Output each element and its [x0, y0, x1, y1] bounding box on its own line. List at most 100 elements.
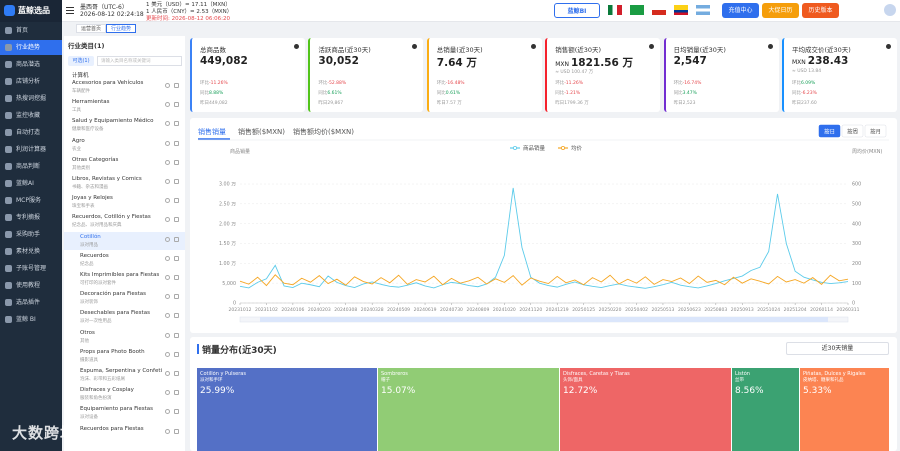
top-button[interactable]: 充值中心 — [722, 3, 759, 18]
treemap-cell[interactable]: Sombreros 帽子 15.07% — [378, 368, 559, 451]
star-icon[interactable] — [174, 83, 179, 88]
top-button[interactable]: 大促日历 — [762, 3, 799, 18]
star-icon[interactable] — [174, 371, 179, 376]
menu-item[interactable]: 素材兑换 — [0, 244, 62, 259]
copy-icon[interactable] — [165, 409, 170, 415]
star-icon[interactable] — [174, 198, 179, 204]
star-icon[interactable] — [174, 409, 179, 415]
period-label[interactable]: 按周 — [847, 128, 858, 136]
copy-icon[interactable] — [165, 255, 170, 261]
star-icon[interactable] — [174, 255, 179, 261]
menu-item[interactable]: 首页 — [0, 23, 62, 38]
copy-icon[interactable] — [165, 217, 170, 223]
category-item[interactable]: Equipamiento para Fiestas 派对设备 — [64, 404, 185, 422]
menu-item[interactable]: 自动打造 — [0, 125, 62, 140]
copy-icon[interactable] — [165, 351, 170, 357]
menu-item[interactable]: 专利摘报 — [0, 210, 62, 225]
region[interactable]: 墨西哥（UTC-6） — [80, 4, 128, 11]
info-icon[interactable] — [294, 44, 299, 49]
treemap-cell[interactable]: Piñatas, Dulces y Rigales 皮纳塔、糖果和礼品 5.33% — [800, 368, 889, 451]
period-label[interactable]: 按月 — [870, 128, 881, 136]
legend-label[interactable]: 商品销量 — [523, 144, 546, 152]
page-tab[interactable]: 行业趋势 — [106, 24, 137, 33]
star-icon[interactable] — [174, 428, 179, 434]
flag-ar[interactable] — [696, 5, 710, 15]
star-icon[interactable] — [174, 102, 179, 108]
category-item[interactable]: Kits Imprimibles para Fiestas 可打印的派对套件 — [64, 270, 185, 288]
copy-icon[interactable] — [165, 179, 170, 184]
category-item[interactable]: Decoración para Fiestas 派对装饰 — [64, 289, 185, 307]
category-tag[interactable]: 可选(1) — [68, 56, 94, 66]
category-item[interactable]: Recuerdos 纪念品 — [64, 251, 185, 269]
star-icon[interactable] — [174, 236, 179, 242]
period-button[interactable] — [864, 124, 887, 138]
menu-item[interactable]: 采购助手 — [0, 227, 62, 242]
category-item[interactable]: Desechables para Fiestas 派对一次性用品 — [64, 308, 185, 326]
category-item[interactable]: Otros 其他 — [64, 328, 185, 346]
star-icon[interactable] — [174, 121, 179, 127]
category-item[interactable]: Accesorios para Vehículos 车辆配件 — [64, 78, 185, 96]
info-icon[interactable] — [649, 44, 655, 49]
menu-item[interactable]: 商品判断 — [0, 159, 62, 174]
menu-item[interactable]: 使用教程 — [0, 278, 62, 293]
info-icon[interactable] — [412, 44, 418, 49]
copy-icon[interactable] — [165, 294, 170, 300]
category-item[interactable]: Disfraces y Cosplay 服装和角色扮演 — [64, 385, 185, 403]
treemap-cell[interactable]: Cotillón y Pulseras 派对和手环 25.99% — [197, 368, 377, 451]
flag-cl[interactable] — [652, 5, 666, 15]
chart-tab[interactable]: 销售额均价($MXN) — [293, 127, 354, 136]
category-item[interactable]: Joyas y Relojes 珠宝和手表 — [64, 193, 185, 211]
category-item[interactable]: Recuerdos para Fiestas — [64, 424, 185, 442]
star-icon[interactable] — [174, 217, 179, 223]
menu-item[interactable]: MCP服务 — [0, 193, 62, 208]
bi-button[interactable]: 蓝鲸BI — [554, 3, 600, 18]
period-button[interactable] — [818, 124, 841, 138]
copy-icon[interactable] — [165, 102, 170, 108]
category-item[interactable]: Herramientas 工具 — [64, 97, 185, 115]
category-item[interactable]: Agro 农业 — [64, 136, 185, 154]
menu-item[interactable]: 子账号管理 — [0, 261, 62, 276]
category-item[interactable]: Cotillón 派对用品 — [64, 231, 185, 250]
star-icon[interactable] — [174, 140, 179, 146]
category-item[interactable]: Recuerdos, Cotillón y Fiestas 纪念品、派对用品和庆典 — [64, 212, 185, 230]
menu-item[interactable]: 店铺分析 — [0, 74, 62, 89]
period-button[interactable] — [841, 124, 864, 138]
star-icon[interactable] — [174, 275, 179, 280]
flag-co[interactable] — [674, 5, 688, 15]
star-icon[interactable] — [174, 179, 179, 184]
star-icon[interactable] — [174, 159, 179, 165]
menu-item[interactable]: 蓝鲸AI — [0, 176, 62, 191]
chart-tab[interactable]: 销售额($MXN) — [238, 127, 285, 136]
avatar[interactable] — [884, 4, 896, 16]
copy-icon[interactable] — [165, 332, 170, 338]
menu-item[interactable]: 商品潜选 — [0, 57, 62, 72]
copy-icon[interactable] — [165, 140, 170, 146]
flag-br[interactable] — [630, 5, 644, 15]
copy-icon[interactable] — [165, 159, 170, 165]
copy-icon[interactable] — [165, 198, 170, 204]
star-icon[interactable] — [174, 332, 179, 338]
info-icon[interactable] — [767, 44, 773, 49]
copy-icon[interactable] — [165, 313, 170, 319]
legend-label[interactable]: 均价 — [571, 144, 583, 152]
treemap-cell[interactable]: Disfraces, Caretas y Tiaras 头饰/面具 12.72% — [560, 368, 731, 451]
page-tab[interactable]: 运营首页 — [76, 24, 107, 33]
star-icon[interactable] — [174, 351, 179, 357]
category-item[interactable]: Otras Categorías 其他类别 — [64, 155, 185, 173]
menu-item[interactable]: 选品插件 — [0, 295, 62, 310]
treemap-cell[interactable]: Listón 丝带 8.56% — [732, 368, 799, 451]
star-icon[interactable] — [174, 313, 179, 319]
menu-item[interactable]: 热搜词挖掘 — [0, 91, 62, 106]
chart-tab[interactable]: 销售销量 — [198, 127, 226, 136]
category-item[interactable]: Espuma, Serpentina y Confeti 泡沫、彩带和五彩纸屑 — [64, 366, 185, 384]
category-item[interactable]: Salud y Equipamiento Médico 健康和医疗设备 — [64, 116, 185, 134]
menu-item[interactable]: 监控收藏 — [0, 108, 62, 123]
category-item[interactable]: Libros, Revistas y Comics 书籍、杂志和漫画 — [64, 174, 185, 192]
copy-icon[interactable] — [165, 83, 170, 88]
star-icon[interactable] — [174, 294, 179, 300]
copy-icon[interactable] — [165, 428, 170, 434]
menu-item[interactable]: 蓝鲸 BI — [0, 312, 62, 327]
category-search[interactable]: 请输入类目名称或关键词 — [97, 56, 182, 66]
info-icon[interactable] — [886, 44, 891, 49]
menu-toggle[interactable] — [66, 7, 74, 8]
